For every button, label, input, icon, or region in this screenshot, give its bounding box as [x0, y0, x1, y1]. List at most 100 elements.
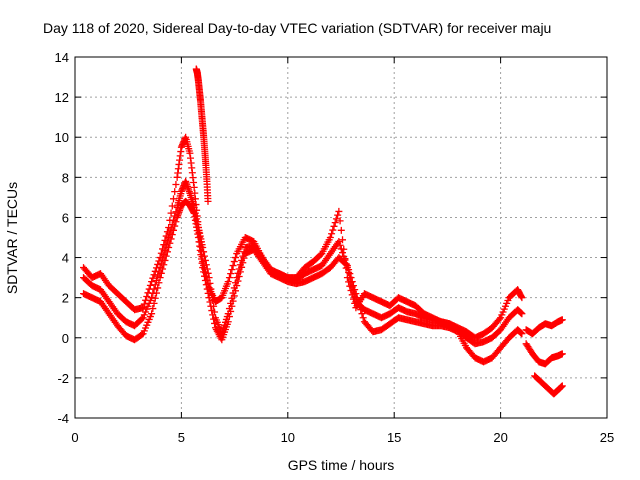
data-point: [336, 217, 344, 225]
data-point: [160, 261, 168, 269]
x-tick-label: 0: [71, 430, 78, 445]
grid-lines: [75, 57, 607, 418]
data-point: [143, 293, 151, 301]
data-point: [229, 297, 237, 305]
data-point: [161, 256, 169, 264]
data-point: [211, 319, 219, 327]
data-point: [152, 289, 160, 297]
data-point: [227, 307, 235, 315]
data-point: [229, 262, 237, 270]
x-tick-label: 25: [600, 430, 614, 445]
data-point: [239, 259, 247, 267]
data-point: [139, 304, 147, 312]
data-point: [210, 315, 218, 323]
data-point: [204, 289, 212, 297]
data-point: [354, 298, 362, 306]
data-point: [235, 272, 243, 280]
data-point: [227, 270, 235, 278]
data-point: [339, 249, 347, 257]
plot-frame: [74, 56, 608, 419]
data-point: [150, 285, 158, 293]
data-point: [339, 236, 347, 244]
data-point: [150, 271, 158, 279]
y-tick-label: -4: [57, 411, 69, 426]
data-point: [205, 294, 213, 302]
data-point: [349, 282, 357, 290]
data-point: [348, 278, 356, 286]
data-point: [203, 265, 211, 273]
y-tick-label: -2: [57, 371, 69, 386]
data-point: [167, 235, 175, 243]
data-point: [169, 195, 177, 203]
data-point: [352, 290, 360, 298]
y-axis-label: SDTVAR / TECUs: [4, 182, 20, 294]
data-point: [172, 218, 180, 226]
data-point: [148, 310, 156, 318]
data-point: [518, 294, 526, 302]
data-point: [225, 313, 233, 321]
data-point: [335, 238, 343, 246]
data-point: [208, 307, 216, 315]
data-point: [138, 315, 146, 323]
data-point: [337, 226, 345, 234]
data-point: [558, 382, 566, 390]
data-point: [224, 278, 232, 286]
data-point: [205, 274, 213, 282]
data-point: [168, 202, 176, 210]
data-point: [167, 209, 175, 217]
data-point: [149, 305, 157, 313]
data-point: [330, 222, 338, 230]
data-point: [209, 311, 217, 319]
data-point: [335, 207, 343, 215]
data-point: [172, 180, 180, 188]
data-points: [80, 65, 566, 398]
y-tick-label: 10: [55, 130, 69, 145]
x-tick-label: 20: [493, 430, 507, 445]
data-point: [232, 287, 240, 295]
data-point: [163, 248, 171, 256]
data-point: [334, 211, 342, 219]
data-point: [151, 294, 159, 302]
x-tick-label: 5: [178, 430, 185, 445]
data-point: [332, 215, 340, 223]
data-point: [224, 318, 232, 326]
data-point: [230, 292, 238, 300]
y-tick-label: 8: [62, 170, 69, 185]
data-point: [199, 264, 207, 272]
data-point: [326, 234, 334, 241]
data-point: [232, 254, 240, 262]
data-point: [353, 294, 361, 302]
chart-title: Day 118 of 2020, Sidereal Day-to-day VTE…: [43, 20, 551, 36]
data-point: [359, 314, 367, 322]
data-point: [342, 260, 350, 268]
data-point: [357, 306, 365, 314]
data-point: [169, 226, 177, 234]
data-point: [228, 302, 236, 310]
data-point: [148, 278, 156, 286]
y-tick-label: 4: [62, 251, 69, 266]
data-point: [518, 330, 526, 338]
data-point: [150, 299, 158, 307]
data-point: [138, 331, 146, 339]
data-point: [162, 252, 170, 260]
data-point: [329, 226, 337, 234]
data-point: [206, 279, 214, 287]
axis-ticks: 0 5 10 15 20 25 -4 -2 0 2 4 6 8 10 12 14: [55, 50, 615, 445]
x-tick-label: 15: [387, 430, 401, 445]
data-point: [518, 310, 526, 318]
data-point: [351, 286, 359, 294]
data-point: [168, 231, 176, 239]
data-point: [345, 266, 353, 274]
data-point: [336, 241, 344, 249]
data-point: [201, 276, 209, 284]
data-point: [201, 272, 209, 280]
data-point: [347, 274, 355, 282]
data-point: [558, 316, 566, 324]
data-point: [328, 230, 336, 238]
data-point: [356, 302, 364, 310]
data-point: [234, 277, 242, 285]
data-point: [202, 261, 210, 269]
data-point: [358, 310, 366, 318]
data-point: [155, 279, 163, 287]
data-point: [230, 258, 238, 266]
